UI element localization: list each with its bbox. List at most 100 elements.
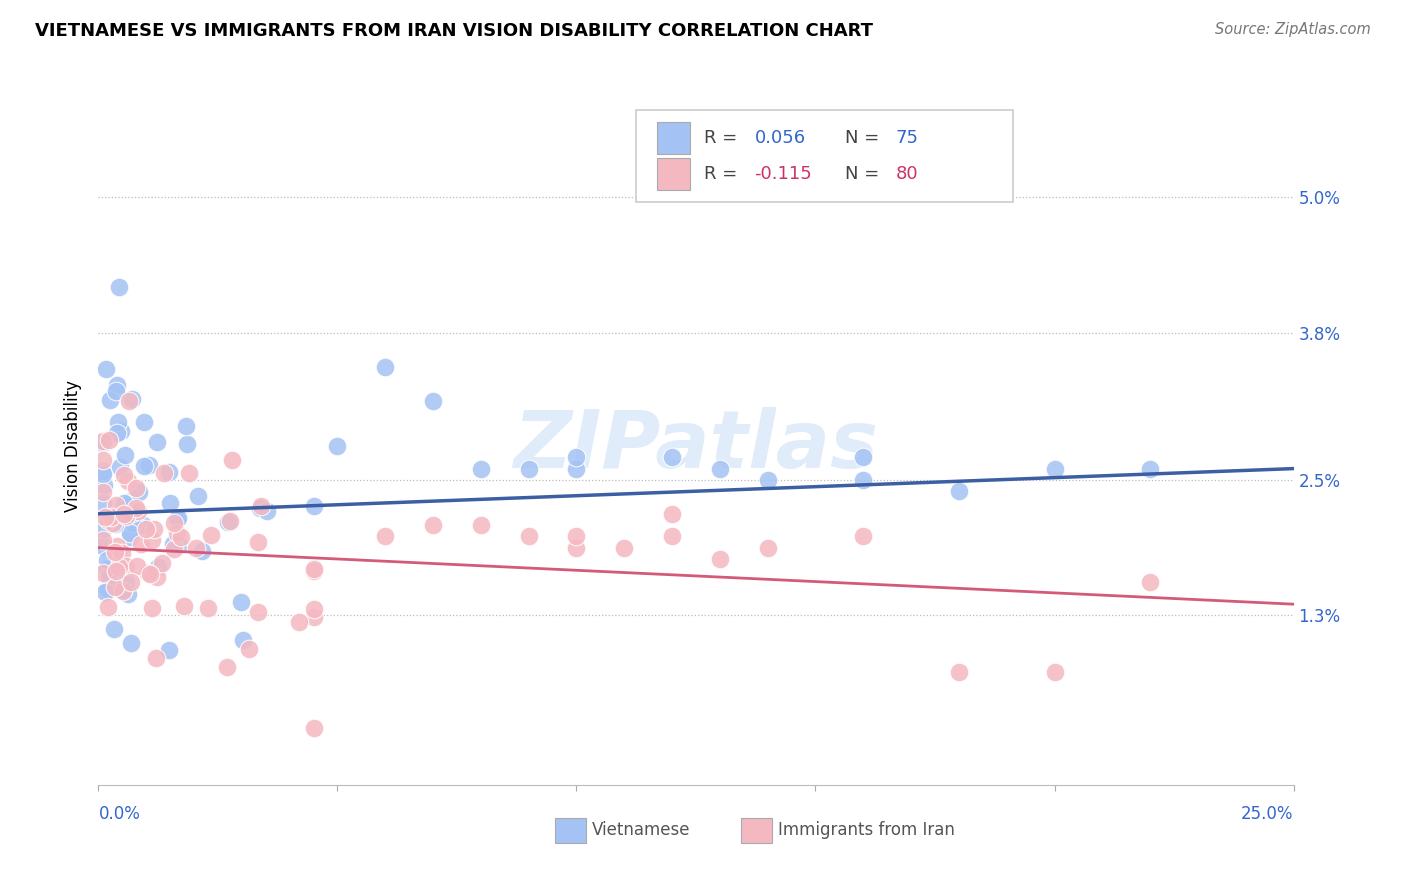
Point [232,632,254,647]
Point [157,465,180,479]
Point [129,537,152,551]
Point [125,481,148,495]
Point [94,585,117,599]
Point [115,575,138,590]
Point [167,510,190,524]
Point [153,467,176,481]
Point [105,498,128,512]
Text: Vietnamese: Vietnamese [592,822,690,839]
Point [118,530,141,544]
Point [162,536,184,550]
Point [1043,461,1066,475]
Point [218,514,240,528]
Point [302,562,325,576]
Point [104,516,127,531]
Point [120,575,142,590]
Point [565,541,588,555]
Point [142,522,165,536]
Point [169,530,191,544]
Text: VIETNAMESE VS IMMIGRANTS FROM IRAN VISION DISABILITY CORRELATION CHART: VIETNAMESE VS IMMIGRANTS FROM IRAN VISIO… [35,22,873,40]
Point [105,378,128,392]
Point [166,526,188,541]
Point [852,529,875,543]
Point [517,461,540,475]
Point [114,509,136,524]
Point [302,500,325,514]
Text: ZIPatlas: ZIPatlas [513,407,879,485]
Point [98,393,121,408]
Point [374,359,396,374]
Text: R =: R = [704,165,744,183]
Point [191,543,214,558]
Text: Source: ZipAtlas.com: Source: ZipAtlas.com [1215,22,1371,37]
Point [103,622,125,636]
Point [613,541,636,555]
Point [145,650,167,665]
Point [661,450,683,465]
Bar [657,122,690,154]
Point [108,560,131,574]
Point [661,507,683,521]
Point [107,415,129,429]
Text: 80: 80 [896,165,918,183]
Point [166,512,188,526]
Point [121,506,143,520]
Point [231,594,253,608]
Text: -0.115: -0.115 [755,165,813,183]
Point [128,484,150,499]
Point [105,425,128,440]
Point [302,601,325,615]
Text: 25.0%: 25.0% [1241,805,1294,822]
Point [118,393,141,408]
Point [108,460,131,475]
Point [132,459,155,474]
Point [167,538,190,552]
Point [163,516,186,530]
Point [173,599,195,614]
Point [112,468,135,483]
Point [159,496,181,510]
Point [91,435,114,450]
Point [200,527,222,541]
Point [221,453,243,467]
Point [187,489,209,503]
Point [661,529,683,543]
Point [215,660,238,674]
Point [302,609,325,624]
Text: 0.056: 0.056 [755,129,806,147]
Point [101,516,124,530]
Point [117,475,139,489]
Point [107,280,129,294]
Point [136,566,159,580]
Point [105,540,128,554]
Point [127,504,149,518]
Point [470,461,492,475]
Point [121,392,143,406]
Point [97,600,120,615]
Point [97,582,120,596]
Point [122,516,145,530]
Point [1139,461,1161,475]
Point [91,467,114,482]
Point [177,467,200,481]
Point [948,665,970,679]
Point [132,416,155,430]
Point [91,539,114,553]
Point [118,525,141,540]
Point [249,499,271,513]
Point [96,552,118,566]
Point [326,439,349,453]
Point [256,504,278,518]
Point [948,484,970,499]
Point [146,570,169,584]
Point [141,601,163,615]
Text: N =: N = [845,165,886,183]
Point [1139,574,1161,589]
Point [1043,665,1066,679]
Point [97,433,120,447]
Point [174,419,197,434]
Point [91,566,114,580]
Point [91,464,114,478]
Point [120,636,142,650]
Point [852,450,875,465]
